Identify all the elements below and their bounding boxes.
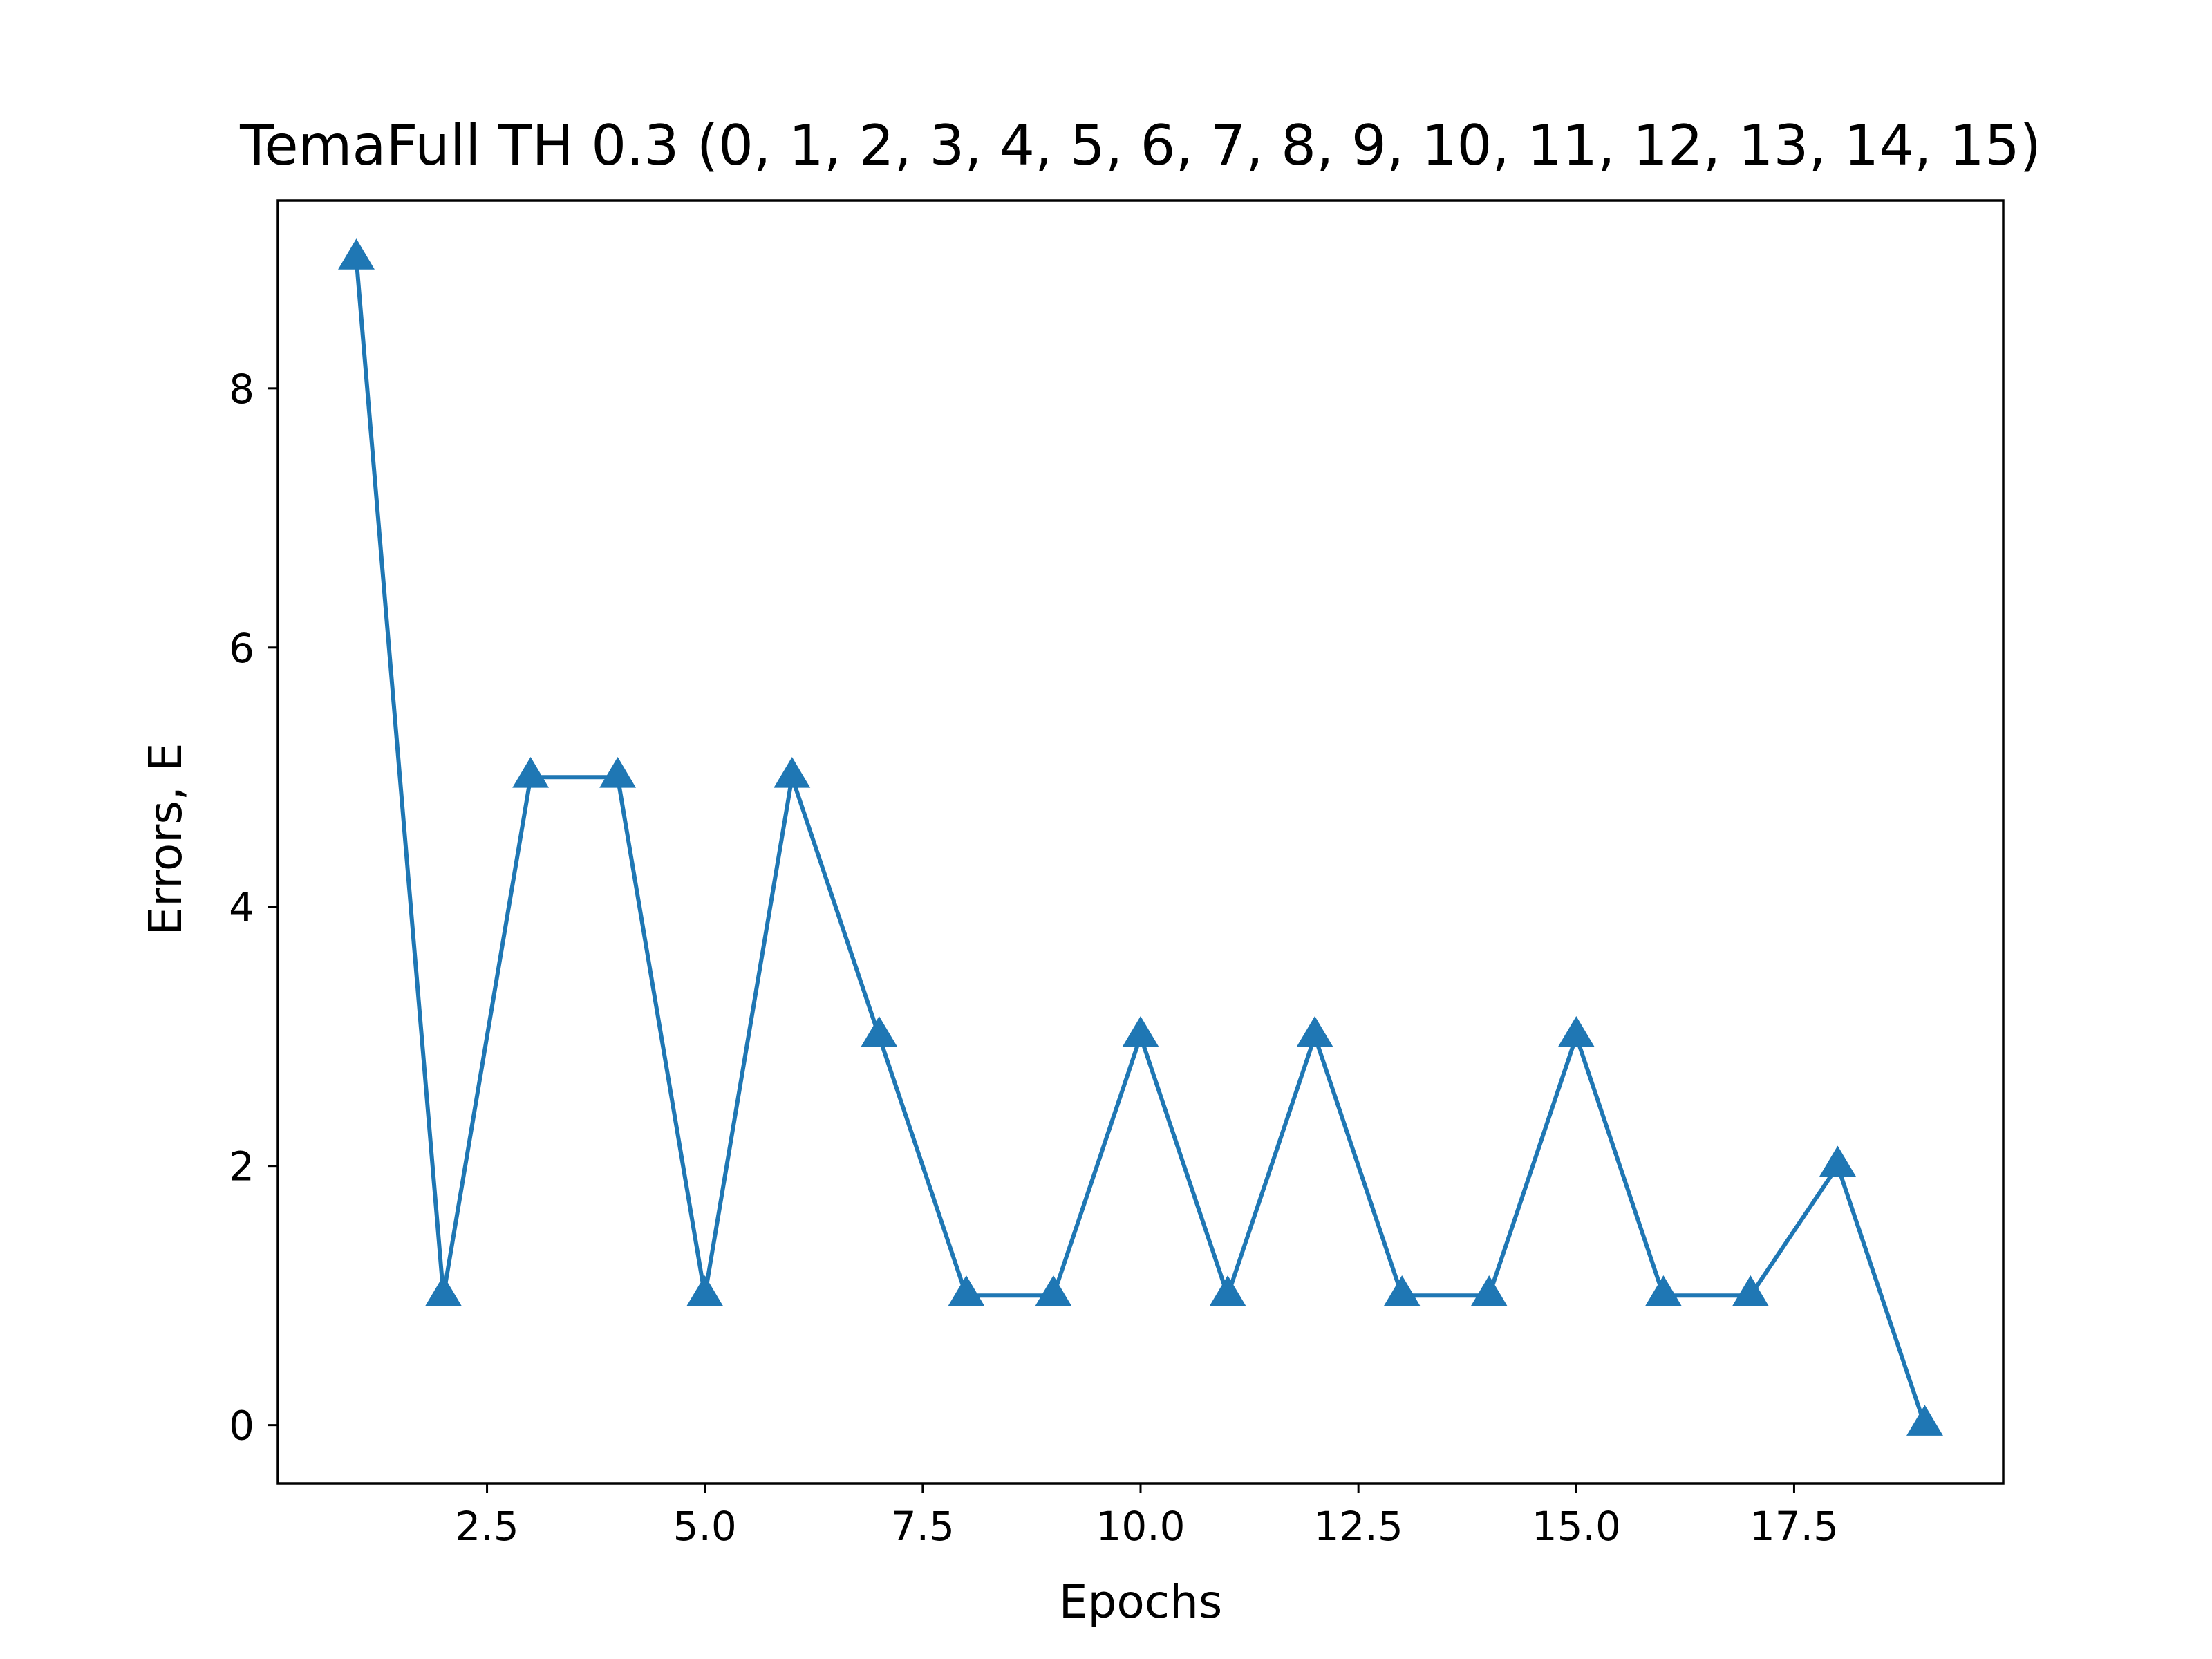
plot-frame bbox=[276, 199, 2005, 1485]
data-point-marker bbox=[1470, 1275, 1508, 1306]
y-tick-label: 4 bbox=[229, 884, 254, 931]
y-axis-ticks: 0 2 4 6 8 bbox=[229, 366, 278, 1450]
data-point-marker bbox=[599, 757, 637, 788]
data-point-marker bbox=[1906, 1405, 1943, 1436]
data-point-marker bbox=[1122, 1015, 1159, 1047]
data-point-marker bbox=[1296, 1015, 1333, 1047]
x-tick-label: 10.0 bbox=[1096, 1503, 1185, 1550]
data-point-marker bbox=[686, 1275, 724, 1306]
data-point-marker bbox=[1035, 1275, 1072, 1306]
x-tick-label: 5.0 bbox=[673, 1503, 737, 1550]
x-axis-ticks: 2.5 5.0 7.5 10.0 12.5 15.0 17.5 bbox=[455, 1483, 1839, 1550]
x-axis-label: Epochs bbox=[1059, 1575, 1222, 1629]
chart-title: TemaFull TH 0.3 (0, 1, 2, 3, 4, 5, 6, 7,… bbox=[239, 113, 2041, 178]
x-tick-label: 17.5 bbox=[1750, 1503, 1839, 1550]
data-point-marker bbox=[1644, 1275, 1682, 1306]
data-point-marker bbox=[338, 238, 375, 270]
data-point-marker bbox=[1819, 1145, 1856, 1177]
data-point-marker bbox=[774, 757, 811, 788]
x-tick-label: 2.5 bbox=[455, 1503, 518, 1550]
data-point-marker bbox=[948, 1275, 985, 1306]
x-tick-label: 15.0 bbox=[1532, 1503, 1621, 1550]
data-point-marker bbox=[1732, 1275, 1769, 1306]
x-tick-label: 7.5 bbox=[891, 1503, 955, 1550]
y-axis-label: Errors, E bbox=[139, 743, 192, 936]
x-tick-label: 12.5 bbox=[1314, 1503, 1403, 1550]
data-point-marker bbox=[1557, 1015, 1595, 1047]
data-point-marker bbox=[1209, 1275, 1246, 1306]
series-markers bbox=[338, 238, 1943, 1436]
data-point-marker bbox=[1383, 1275, 1421, 1306]
y-tick-label: 6 bbox=[229, 625, 254, 672]
data-point-marker bbox=[512, 757, 550, 788]
y-tick-label: 0 bbox=[229, 1403, 254, 1450]
data-point-marker bbox=[861, 1015, 898, 1047]
y-tick-label: 8 bbox=[229, 366, 254, 413]
data-point-marker bbox=[425, 1275, 462, 1306]
y-tick-label: 2 bbox=[229, 1143, 254, 1190]
